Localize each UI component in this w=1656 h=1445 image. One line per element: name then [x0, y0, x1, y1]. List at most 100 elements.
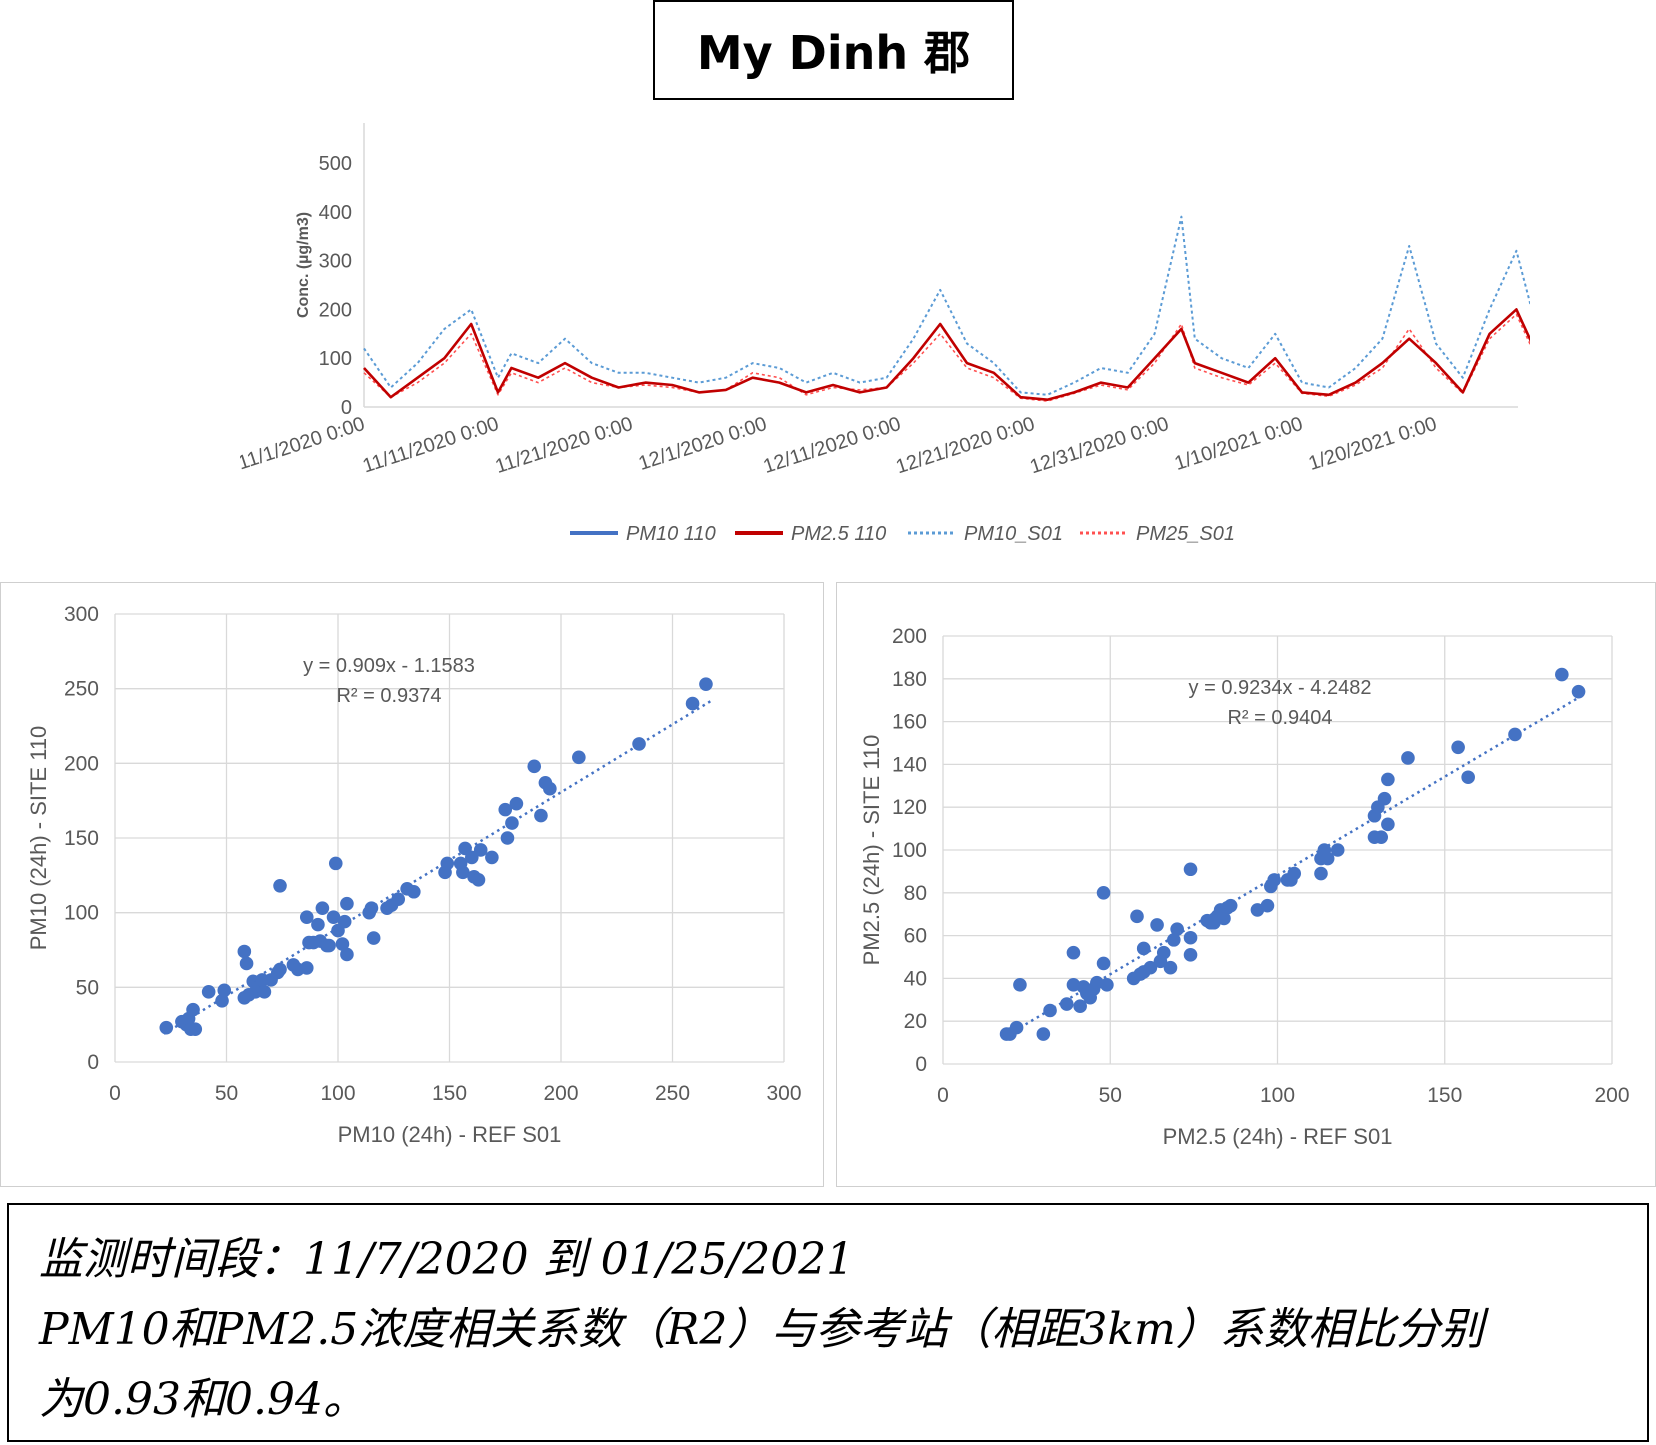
x-tick-label: 250	[655, 1082, 690, 1105]
y-tick-label: 0	[341, 397, 352, 419]
y-tick-label: 0	[87, 1051, 99, 1074]
y-tick-label: 200	[892, 625, 927, 648]
y-tick-label: 0	[915, 1053, 927, 1076]
y-tick-label: 400	[319, 202, 352, 224]
y-tick-label: 100	[319, 348, 352, 370]
data-point	[1451, 740, 1465, 755]
data-point	[335, 937, 350, 951]
data-point	[340, 947, 354, 962]
data-point	[632, 737, 646, 751]
data-point	[471, 873, 486, 887]
y-tick-label: 60	[904, 925, 927, 948]
data-point	[188, 1022, 203, 1036]
data-point	[498, 802, 513, 817]
data-point	[237, 944, 252, 959]
x-axis-label: PM10 (24h) - REF S01	[338, 1122, 562, 1147]
y-tick-label: 300	[319, 251, 352, 273]
data-point	[1170, 922, 1184, 936]
trendline	[163, 700, 712, 1035]
note-correlation: PM10和PM2.5浓度相关系数（R2）与参考站（相距3km）系数相比分别	[39, 1304, 1484, 1355]
x-axis-label: PM2.5 (24h) - REF S01	[1163, 1124, 1393, 1149]
data-point	[315, 901, 330, 915]
data-point	[366, 931, 381, 945]
data-point	[322, 938, 336, 953]
data-point	[1320, 851, 1335, 866]
y-tick-label: 120	[892, 796, 927, 819]
data-point	[534, 808, 548, 823]
x-tick-label: 12/21/2020 0:00	[893, 413, 1037, 479]
pm10-scatter-chart: 0 50 100 150 200 250 300 0 50 100 150 200 250 300 PM10…	[26, 603, 802, 1147]
y-axis-label: Conc. (µg/m3)	[295, 212, 312, 318]
data-point	[1287, 866, 1302, 881]
data-point	[1183, 948, 1198, 962]
data-point	[572, 750, 586, 765]
data-point	[299, 961, 314, 975]
x-tick-label: 12/31/2020 0:00	[1027, 413, 1171, 479]
data-point	[1183, 930, 1198, 945]
x-tick-label: 1/10/2021 0:00	[1172, 413, 1306, 475]
x-tick-label: 12/11/2020 0:00	[761, 413, 904, 478]
data-point	[273, 878, 287, 893]
legend-label: PM2.5 110	[791, 523, 886, 545]
data-point	[1377, 791, 1392, 806]
data-point	[215, 993, 229, 1008]
data-point	[299, 910, 314, 924]
r-squared-label: R² = 0.9374	[336, 685, 441, 707]
y-tick-label: 80	[904, 882, 927, 905]
data-point	[1009, 1020, 1024, 1035]
y-tick-label: 180	[892, 668, 927, 691]
data-point	[340, 896, 354, 911]
page-title: My Dinh 郡	[653, 0, 1014, 100]
x-tick-label: 12/1/2020 0:00	[636, 413, 770, 475]
data-point	[1130, 909, 1144, 924]
data-point	[1096, 886, 1111, 900]
x-tick-label: 11/1/2020 0:00	[240, 413, 368, 475]
data-point	[685, 696, 700, 711]
x-tick-label: 100	[1260, 1084, 1295, 1107]
data-point	[1167, 933, 1181, 947]
x-tick-label: 0	[109, 1082, 121, 1105]
trend-equation: y = 0.9234x - 4.2482	[1189, 677, 1372, 699]
scatter-grid: 0 50 100 150 200 0 20 40 60 80 100 120 140 160 180 200	[892, 625, 1630, 1107]
pm10-scatter-panel: 0 50 100 150 200 250 300 0 50 100 150 200 250 300 PM10…	[0, 582, 824, 1187]
data-point	[1461, 770, 1475, 785]
y-tick-label: 300	[64, 603, 99, 626]
data-point	[699, 677, 713, 691]
data-point	[407, 884, 421, 899]
y-tick-label: 50	[76, 976, 99, 999]
data-point	[1260, 898, 1275, 913]
y-tick-label: 160	[892, 711, 927, 734]
data-point	[239, 956, 254, 971]
data-point	[465, 850, 479, 865]
data-point	[1100, 978, 1114, 992]
data-point	[1555, 667, 1569, 682]
data-point	[543, 781, 557, 796]
x-tick-label: 300	[766, 1082, 801, 1105]
scatter-grid: 0 50 100 150 200 250 300 0 50 100 150 200 250 300	[64, 603, 802, 1105]
y-tick-label: 200	[64, 752, 99, 775]
note-values: 为0.93和0.94。	[39, 1374, 367, 1425]
x-tick-label: 150	[432, 1082, 467, 1105]
data-point	[485, 850, 499, 865]
r-squared-label: R² = 0.9404	[1227, 707, 1332, 729]
data-point	[1267, 873, 1281, 887]
data-point	[1401, 751, 1415, 765]
data-point	[1156, 945, 1171, 960]
data-point	[1381, 817, 1395, 832]
data-point	[311, 917, 325, 932]
data-point	[1374, 830, 1388, 844]
data-point	[257, 985, 272, 999]
x-tick-label: 200	[543, 1082, 578, 1105]
note-period: 监测时间段：11/7/2020 到 01/25/2021	[39, 1234, 855, 1285]
timeseries-series	[363, 215, 1530, 402]
data-point	[1073, 999, 1087, 1014]
x-tick-label: 11/11/2020 0:00	[360, 413, 501, 478]
scatter-points	[159, 677, 713, 1036]
y-tick-label: 150	[64, 827, 99, 850]
data-point	[505, 816, 519, 830]
pm25-scatter-chart: 0 50 100 150 200 0 20 40 60 80 100 120 140 160 180 200 P…	[859, 625, 1630, 1149]
series-line	[363, 313, 1530, 402]
data-point	[337, 914, 352, 929]
data-point	[1059, 997, 1074, 1011]
data-point	[1066, 945, 1081, 960]
